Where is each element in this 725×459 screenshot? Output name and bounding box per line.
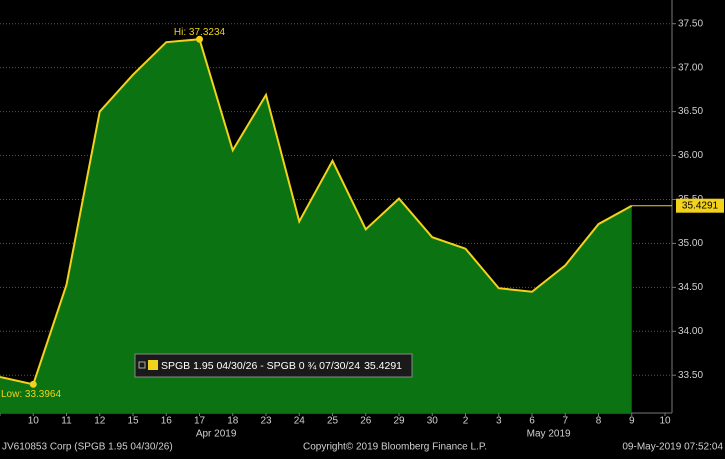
- x-tick-label: 8: [596, 416, 602, 427]
- legend-label: SPGB 1.95 04/30/26 - SPGB 0 ¾ 07/30/24: [161, 360, 360, 372]
- y-tick-label: 34.00: [678, 326, 703, 337]
- x-tick-label: 3: [496, 416, 502, 427]
- y-tick-label: 34.50: [678, 282, 703, 293]
- high-label: Hi: 37.3234: [174, 27, 226, 38]
- x-tick-label: 29: [393, 416, 405, 427]
- x-tick-label: 2: [463, 416, 469, 427]
- x-tick-label: 7: [562, 416, 568, 427]
- month-label: Apr 2019: [196, 429, 237, 440]
- footer-right: 09-May-2019 07:52:04: [622, 442, 723, 453]
- x-tick-label: 17: [194, 416, 206, 427]
- low-label: Low: 33.3964: [1, 389, 61, 400]
- legend-swatch: [148, 360, 158, 370]
- low-marker: [29, 380, 37, 388]
- x-tick-label: 12: [94, 416, 106, 427]
- x-tick-label: 25: [327, 416, 339, 427]
- y-tick-label: 37.50: [678, 18, 703, 29]
- month-label: May 2019: [527, 429, 571, 440]
- y-tick-label: 35.00: [678, 238, 703, 249]
- y-tick-label: 33.50: [678, 370, 703, 381]
- x-tick-label: 6: [529, 416, 535, 427]
- x-tick-label: 16: [161, 416, 173, 427]
- footer-center: Copyright© 2019 Bloomberg Finance L.P.: [303, 442, 487, 453]
- last-value-box: [676, 198, 724, 213]
- x-tick-label: 15: [127, 416, 139, 427]
- legend: SPGB 1.95 04/30/26 - SPGB 0 ¾ 07/30/24 35…: [134, 353, 413, 378]
- footer-left: JV610853 Corp (SPGB 1.95 04/30/26): [2, 442, 173, 453]
- legend-check: [138, 361, 146, 369]
- legend-box: [134, 353, 413, 378]
- y-tick-label: 36.00: [678, 150, 703, 161]
- x-tick-label: 26: [360, 416, 372, 427]
- legend-value: 35.4291: [364, 360, 402, 372]
- x-tick-label: 9: [629, 416, 635, 427]
- area-fill: [0, 39, 632, 414]
- high-marker: [196, 35, 203, 43]
- x-tick-label: 18: [227, 416, 239, 427]
- last-value-label: 35.4291: [682, 200, 719, 211]
- line: [0, 38, 633, 386]
- x-tick-label: 10: [28, 416, 40, 427]
- x-tick-label: 23: [260, 416, 272, 427]
- x-tick-label: 11: [61, 416, 72, 427]
- y-tick-label: 37.00: [678, 62, 703, 73]
- x-tick-label: 24: [294, 416, 306, 427]
- x-tick-label: 30: [427, 416, 439, 427]
- y-tick-label: 36.50: [678, 106, 703, 117]
- x-tick-label: 10: [659, 416, 671, 427]
